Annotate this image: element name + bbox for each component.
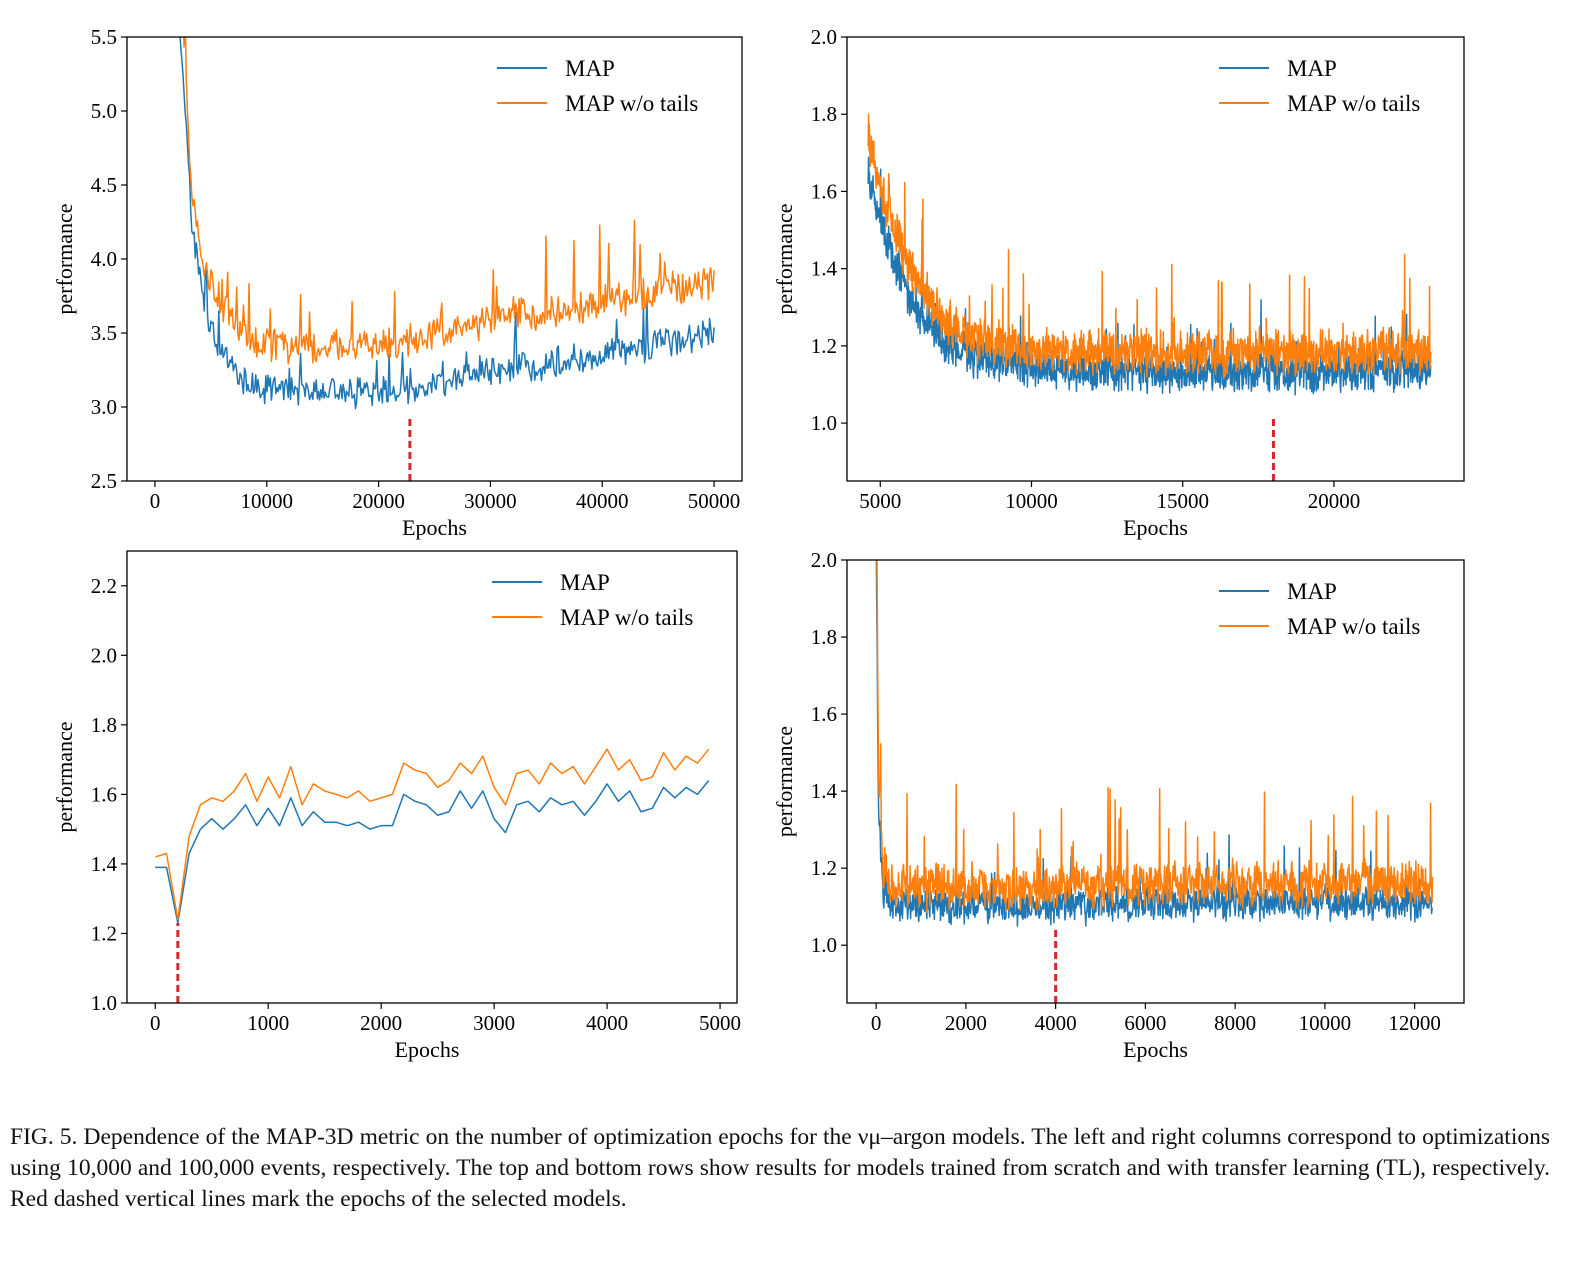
y-tick-label: 1.6 <box>811 702 837 726</box>
y-axis-label: performance <box>772 203 797 314</box>
y-tick-label: 1.2 <box>811 334 837 358</box>
y-axis-label: performance <box>52 203 77 314</box>
y-tick-label: 5.0 <box>91 99 117 123</box>
x-tick-label: 4000 <box>1035 1011 1077 1035</box>
x-tick-label: 10000 <box>1005 489 1058 513</box>
x-tick-label: 3000 <box>473 1011 515 1035</box>
y-tick-label: 2.0 <box>91 643 117 667</box>
x-tick-label: 4000 <box>586 1011 628 1035</box>
y-tick-label: 1.6 <box>91 782 117 806</box>
y-tick-label: 1.4 <box>811 257 838 281</box>
y-axis-label: performance <box>52 721 77 832</box>
panel-top-right: 5000 10000 15000 20000 1.0 1.2 1.4 1.6 1.8 2.0 Epo… <box>772 25 1465 540</box>
x-axis-label: Epochs <box>395 1037 460 1062</box>
x-tick-label: 6000 <box>1124 1011 1166 1035</box>
legend-label: MAP <box>565 56 615 81</box>
x-tick-label: 0 <box>150 1011 161 1035</box>
x-tick-label: 20000 <box>352 489 405 513</box>
y-tick-label: 2.2 <box>91 574 117 598</box>
plot-area <box>155 748 710 924</box>
y-tick-label: 1.8 <box>811 102 837 126</box>
panel-bottom-right: 0 2000 4000 6000 8000 10000 12000 1.0 1.2 1.4 1.6 1… <box>772 548 1465 1062</box>
y-tick-label: 1.2 <box>91 921 117 945</box>
figure-caption: FIG. 5. Dependence of the MAP-3D metric … <box>10 1122 1550 1215</box>
plot-area <box>875 560 1434 927</box>
x-tick-label: 8000 <box>1214 1011 1256 1035</box>
y-tick-label: 1.4 <box>811 779 838 803</box>
y-axis-label: performance <box>772 726 797 837</box>
x-tick-label: 10000 <box>1299 1011 1352 1035</box>
panel-bottom-left: 0 1000 2000 3000 4000 5000 1.0 1.2 1.4 1.6 1.8 2.0 2… <box>52 550 741 1062</box>
x-tick-label: 0 <box>871 1011 882 1035</box>
legend-label: MAP w/o tails <box>1287 91 1420 116</box>
y-tick-label: 1.0 <box>811 933 837 957</box>
legend-label: MAP w/o tails <box>565 91 698 116</box>
legend: MAP MAP w/o tails <box>1219 579 1420 639</box>
y-tick-label: 2.0 <box>811 548 837 572</box>
series-line-map-wo-tails <box>867 113 1432 380</box>
series-line-map <box>179 37 715 410</box>
legend: MAP MAP w/o tails <box>1219 56 1420 116</box>
legend-label: MAP <box>1287 579 1337 604</box>
y-tick-label: 4.0 <box>91 247 117 271</box>
caption-text: Dependence of the MAP-3D metric on the n… <box>10 1124 1550 1212</box>
x-tick-label: 40000 <box>576 489 629 513</box>
y-tick-label: 1.0 <box>91 991 117 1015</box>
figure-label: FIG. 5. <box>10 1124 78 1150</box>
x-tick-label: 5000 <box>699 1011 741 1035</box>
x-tick-label: 30000 <box>464 489 517 513</box>
y-tick-label: 1.4 <box>91 852 118 876</box>
legend-label: MAP <box>1287 56 1337 81</box>
y-tick-label: 4.5 <box>91 173 117 197</box>
x-tick-label: 5000 <box>859 489 901 513</box>
x-axis-label: Epochs <box>402 515 467 540</box>
x-tick-label: 15000 <box>1156 489 1209 513</box>
y-tick-label: 1.2 <box>811 856 837 880</box>
y-tick-label: 1.8 <box>91 713 117 737</box>
legend-label: MAP w/o tails <box>1287 614 1420 639</box>
x-tick-label: 20000 <box>1308 489 1361 513</box>
series-line-map-wo-tails <box>876 560 1434 913</box>
x-tick-label: 10000 <box>241 489 294 513</box>
x-tick-label: 50000 <box>688 489 741 513</box>
x-tick-label: 2000 <box>360 1011 402 1035</box>
plot-area <box>179 37 715 410</box>
y-tick-label: 3.5 <box>91 321 117 345</box>
x-tick-label: 0 <box>150 489 161 513</box>
y-tick-label: 2.0 <box>811 25 837 49</box>
figure: 0 10000 20000 30000 40000 500002.53.03.54.04.… <box>52 25 1465 1062</box>
legend-label: MAP w/o tails <box>560 605 693 630</box>
y-tick-label: 2.5 <box>91 469 117 493</box>
series-line-map-wo-tails <box>155 748 710 921</box>
x-tick-label: 2000 <box>945 1011 987 1035</box>
legend: MAP MAP w/o tails <box>492 570 693 630</box>
x-tick-label: 1000 <box>247 1011 289 1035</box>
legend: MAP MAP w/o tails <box>497 56 698 116</box>
axes-frame <box>846 559 1465 1004</box>
series-line-map <box>155 780 710 924</box>
series-line-map-wo-tails <box>183 37 715 365</box>
y-tick-label: 3.0 <box>91 395 117 419</box>
x-axis-label: Epochs <box>1123 1037 1188 1062</box>
x-axis-label: Epochs <box>1123 515 1188 540</box>
x-tick-label: 12000 <box>1388 1011 1441 1035</box>
plot-area <box>867 113 1432 396</box>
axes-frame <box>126 550 738 1004</box>
y-tick-label: 1.8 <box>811 625 837 649</box>
y-tick-label: 1.6 <box>811 179 837 203</box>
legend-label: MAP <box>560 570 610 595</box>
panel-top-left: 0 10000 20000 30000 40000 50000 2.5 3.0 3.5 4.0 4.… <box>52 25 743 540</box>
y-tick-label: 1.0 <box>811 411 837 435</box>
y-tick-label: 5.5 <box>91 25 117 49</box>
axes-frame <box>846 36 1465 482</box>
